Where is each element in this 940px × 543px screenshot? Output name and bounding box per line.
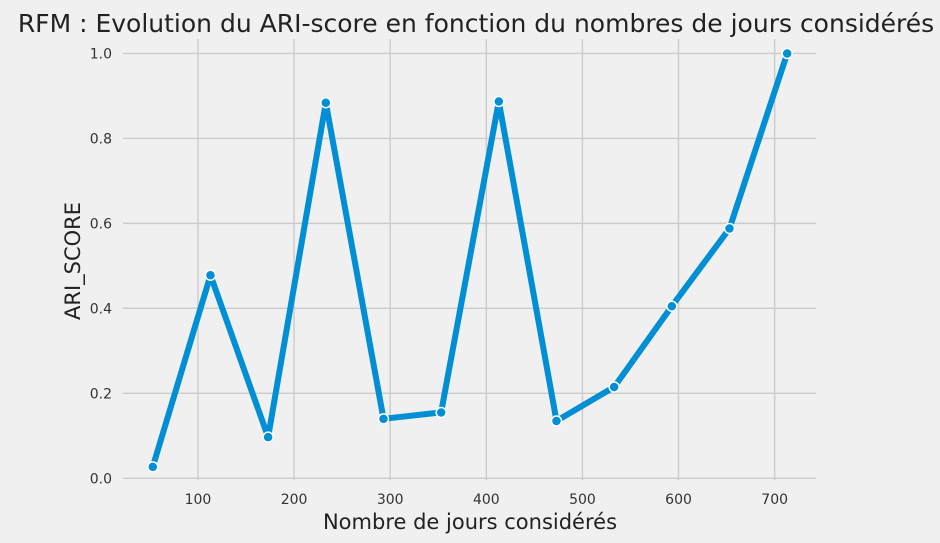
x-tick-label: 100 — [185, 492, 212, 508]
y-tick-label: 0.4 — [90, 301, 112, 317]
chart-title: RFM : Evolution du ARI-score en fonction… — [18, 9, 934, 38]
data-point — [550, 415, 563, 427]
x-tick-labels: 100 200 300 400 500 600 700 — [185, 492, 788, 508]
grid — [123, 39, 816, 480]
series-layer — [147, 47, 793, 473]
y-tick-label: 0.8 — [90, 131, 112, 147]
data-point — [608, 381, 620, 393]
data-point — [262, 431, 274, 443]
y-tick-label: 0.0 — [90, 471, 112, 487]
y-tick-label: 0.2 — [90, 386, 112, 402]
x-tick-label: 200 — [281, 492, 308, 508]
x-axis-label: Nombre de jours considérés — [323, 510, 617, 534]
data-point — [377, 413, 390, 425]
x-tick-label: 400 — [473, 492, 500, 508]
y-tick-label: 0.6 — [90, 216, 112, 232]
data-point — [781, 47, 793, 60]
data-point — [320, 96, 332, 109]
data-point — [723, 222, 736, 235]
data-point — [435, 406, 447, 419]
series-line — [149, 52, 791, 468]
x-tick-label: 700 — [761, 492, 788, 508]
y-axis-label: ARI_SCORE — [61, 202, 86, 320]
data-point — [666, 300, 678, 312]
data-point — [204, 269, 217, 281]
data-point — [147, 461, 159, 473]
y-tick-label: 1.0 — [90, 46, 112, 62]
y-tick-labels: 0.0 0.2 0.4 0.6 0.8 1.0 — [90, 46, 112, 487]
x-tick-label: 500 — [569, 492, 596, 508]
x-tick-label: 300 — [377, 492, 404, 508]
data-point — [493, 95, 505, 108]
x-tick-label: 600 — [665, 492, 692, 508]
